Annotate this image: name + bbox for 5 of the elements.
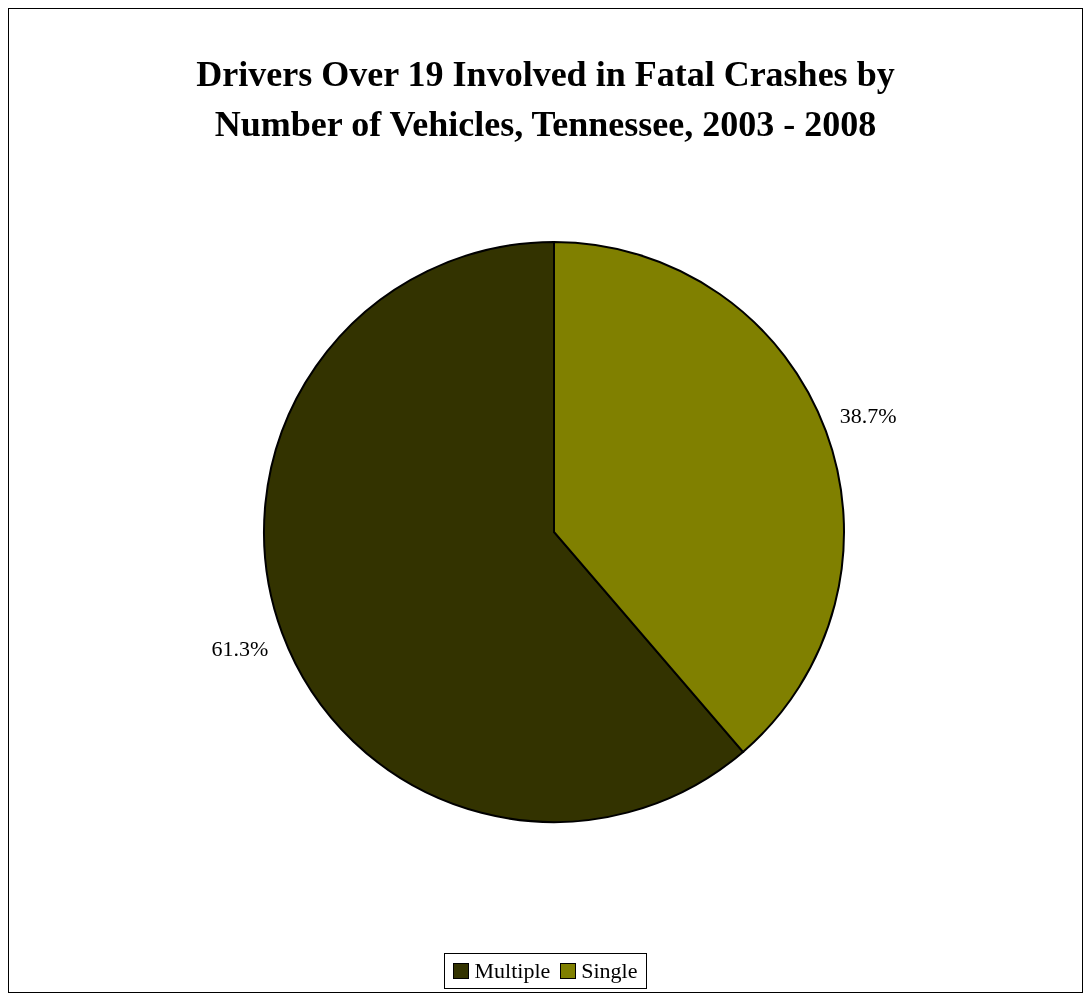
data-label: 38.7% bbox=[839, 403, 897, 429]
legend-label: Single bbox=[580, 958, 638, 984]
legend-label: Multiple bbox=[473, 958, 551, 984]
data-label: 61.3% bbox=[211, 635, 269, 661]
chart-title: Drivers Over 19 Involved in Fatal Crashes by Number of Vehicles, Tennessee, 2003 - 2008 bbox=[195, 53, 896, 146]
